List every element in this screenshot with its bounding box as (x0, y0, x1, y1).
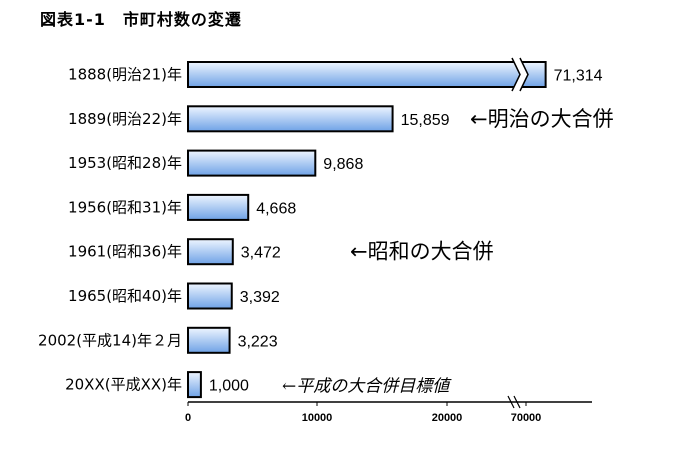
x-axis-break-mark (507, 395, 521, 409)
annotation: ←昭和の大合併 (350, 240, 494, 264)
x-tick-label: 20000 (432, 412, 463, 424)
category-label: 2002(平成14)年２月 (38, 331, 182, 349)
value-label: 4,668 (256, 200, 296, 217)
value-label: 71,314 (554, 68, 603, 85)
bar (187, 371, 202, 399)
annotation: ←平成の大合併目標値 (282, 377, 452, 397)
category-label: 20XX(平成XX)年 (65, 376, 182, 394)
category-label: 1953(昭和28)年 (68, 154, 182, 172)
axis-break-line (511, 57, 521, 92)
category-label: 1889(明治22)年 (68, 110, 182, 128)
bar (187, 105, 394, 133)
category-label: 1888(明治21)年 (68, 66, 182, 84)
value-label: 1,000 (209, 378, 249, 395)
axis-break-line (519, 57, 529, 92)
category-label: 1965(昭和40)年 (68, 287, 182, 305)
category-label: 1961(昭和36)年 (68, 243, 182, 261)
bar (187, 282, 233, 310)
value-label: 3,392 (240, 289, 280, 306)
x-tick-label: 0 (185, 412, 191, 424)
bar (187, 149, 317, 177)
annotation: ←明治の大合併 (470, 107, 614, 131)
chart-title: 図表1-1 市町村数の変遷 (40, 10, 242, 29)
bar (187, 193, 250, 221)
bar (187, 61, 547, 88)
bar (187, 238, 234, 266)
value-label: 3,472 (241, 245, 281, 262)
bar (187, 326, 231, 354)
value-label: 9,868 (323, 156, 363, 173)
x-tick-label: 70000 (511, 412, 542, 424)
value-label: 15,859 (401, 112, 450, 129)
value-label: 3,223 (238, 333, 278, 350)
x-tick-label: 10000 (302, 412, 333, 424)
category-label: 1956(昭和31)年 (68, 198, 182, 216)
